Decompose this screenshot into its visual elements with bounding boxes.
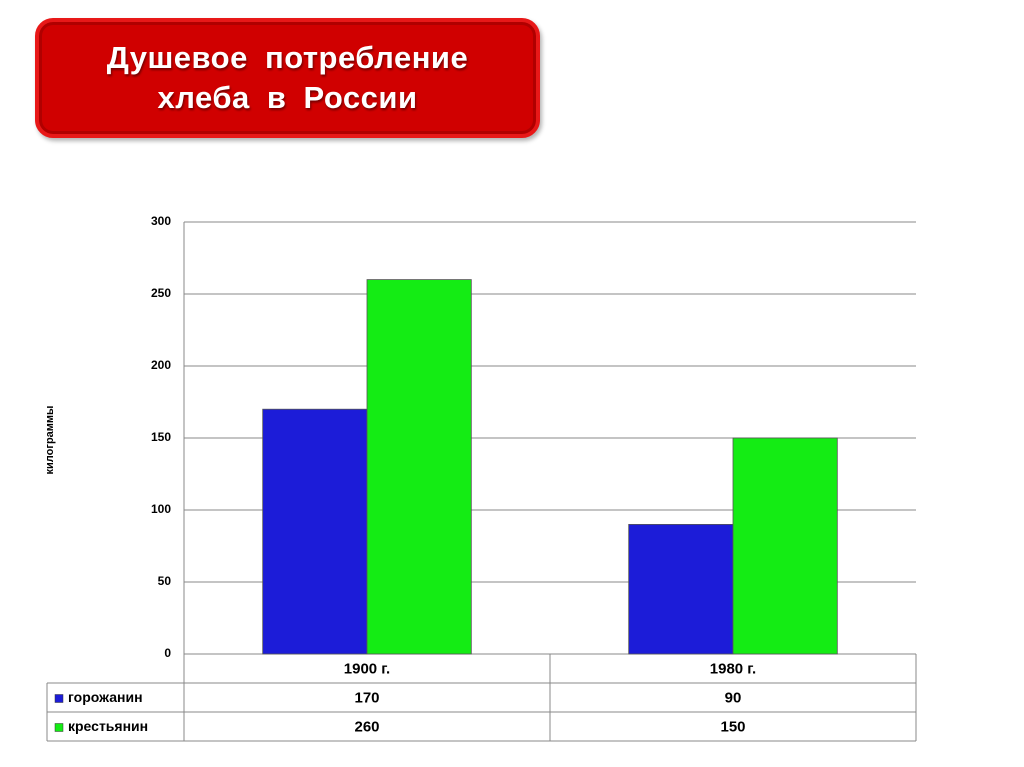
y-tick-label: 50: [158, 574, 172, 588]
legend-label: горожанин: [68, 689, 143, 705]
bar: [366, 279, 472, 655]
legend-swatch: [54, 694, 64, 703]
legend-swatch: [54, 723, 64, 732]
y-tick-label: 150: [151, 430, 171, 444]
bar: [628, 524, 734, 655]
x-tick-label: 1980 г.: [710, 660, 756, 677]
legend-label: крестьянин: [68, 718, 148, 734]
chart-title: Душевое потребление хлеба в России: [106, 40, 469, 115]
x-tick-label: 1900 г.: [344, 660, 390, 677]
data-label: 90: [725, 689, 742, 706]
data-label: 150: [720, 718, 745, 735]
y-tick-label: 100: [151, 502, 171, 516]
y-tick-label: 250: [151, 286, 171, 300]
y-tick-label: 200: [151, 358, 171, 372]
y-tick-label: 0: [164, 646, 171, 660]
bar: [732, 437, 838, 655]
data-label: 170: [354, 689, 379, 706]
y-tick-label: 300: [151, 214, 171, 228]
bar: [262, 408, 368, 655]
data-label: 260: [354, 718, 379, 735]
title-box: Душевое потребление хлеба в России: [35, 18, 540, 138]
y-axis-label: килограммы: [44, 406, 56, 475]
